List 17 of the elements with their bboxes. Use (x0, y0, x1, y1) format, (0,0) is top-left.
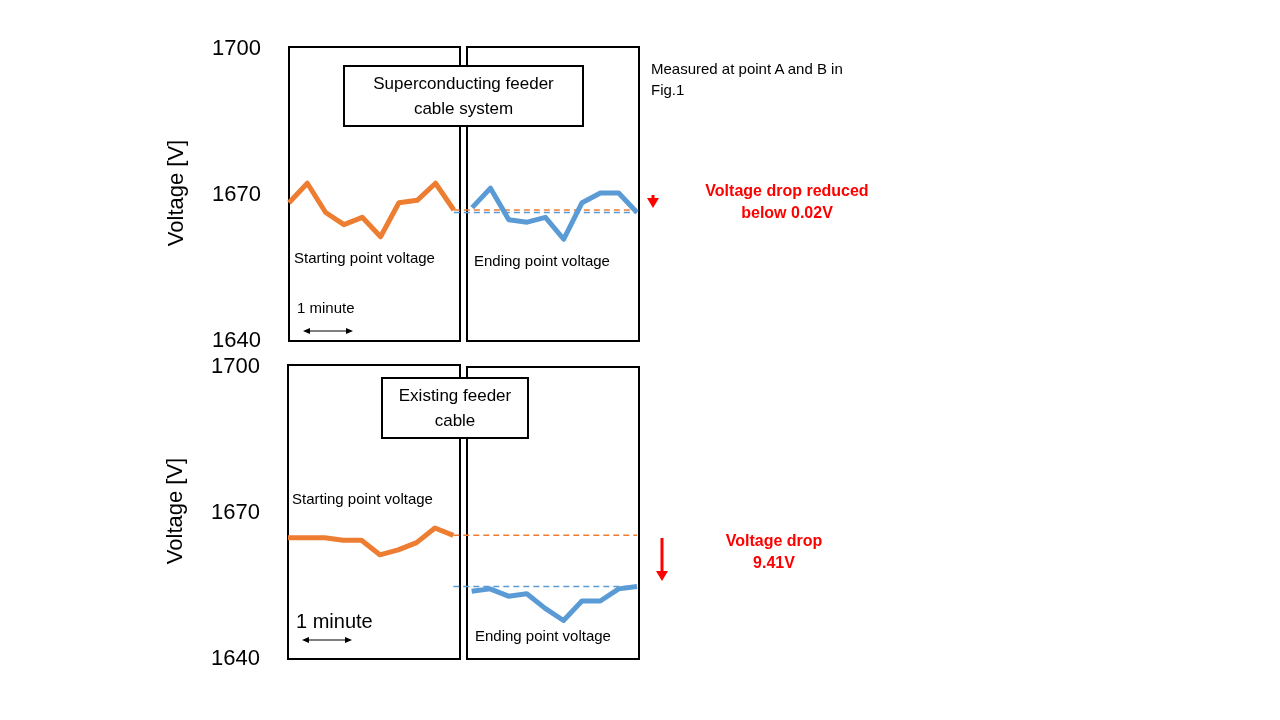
annotation: Ending point voltage (474, 251, 610, 271)
y-axis-title: Voltage [V] (162, 139, 188, 247)
y-tick-label: 1700 (211, 352, 260, 378)
annotation: 1 minute (297, 298, 355, 318)
y-axis-title: Voltage [V] (161, 457, 187, 565)
text: Measured at point A and B in Fig.1 (651, 59, 844, 100)
text: Voltage drop reduced below 0.02V (704, 181, 870, 224)
annotation: Starting point voltage (292, 489, 433, 509)
y-tick-label: 1640 (212, 326, 261, 352)
y-tick-label: 1700 (212, 34, 261, 60)
y-tick-label: 1640 (211, 644, 260, 670)
y-tick-label: 1670 (211, 498, 260, 524)
annotation: Ending point voltage (475, 626, 611, 646)
annotation: Starting point voltage (294, 248, 435, 268)
text: Voltage drop 9.41V (724, 531, 824, 574)
annotation: 1 minute (296, 609, 373, 634)
y-tick-label: 1670 (212, 180, 261, 206)
